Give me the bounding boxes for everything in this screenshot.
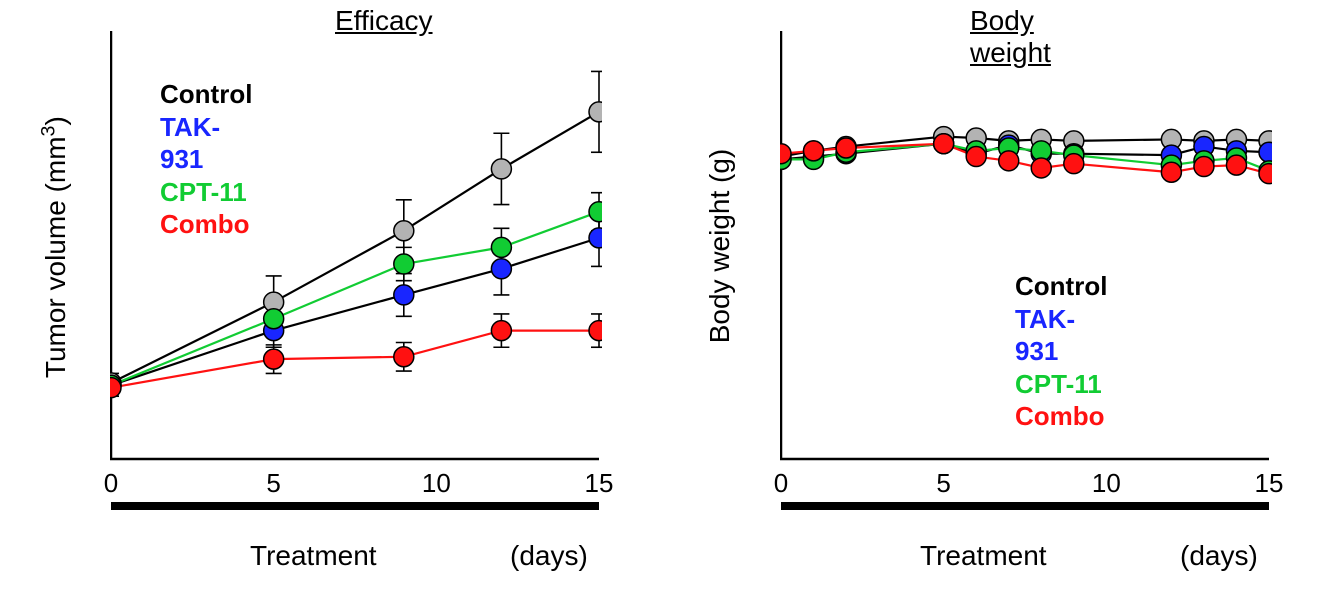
efficacy-xtick: 0 [96,468,126,499]
efficacy-days-label: (days) [510,540,588,572]
legend-item-cpt11: CPT-11 [1015,368,1107,401]
figure-root: Efficacy Tumor volume (mm3) 0300600900 0… [0,0,1328,607]
efficacy-treatment-bar [111,502,599,510]
efficacy-xtick: 5 [259,468,289,499]
efficacy-xtick: 15 [584,468,614,499]
legend-item-combo: Combo [1015,400,1107,433]
legend-item-control: Control [1015,270,1107,303]
bodyweight-treatment-bar [781,502,1269,510]
bodyweight-legend: ControlTAK-931CPT-11Combo [1015,270,1107,433]
legend-item-tak931: TAK-931 [160,111,252,176]
bodyweight-xtick: 5 [929,468,959,499]
legend-item-cpt11: CPT-11 [160,176,252,209]
efficacy-xtick: 10 [421,468,451,499]
bodyweight-xtick: 10 [1091,468,1121,499]
bodyweight-days-label: (days) [1180,540,1258,572]
bodyweight-xtick: 15 [1254,468,1284,499]
efficacy-ylabel: Tumor volume (mm3) [38,97,72,397]
efficacy-ylabel-text: Tumor volume (mm3) [40,116,71,378]
legend-item-combo: Combo [160,208,252,241]
efficacy-xlabel: Treatment [250,540,377,572]
bodyweight-xtick: 0 [766,468,796,499]
bodyweight-xlabel: Treatment [920,540,1047,572]
legend-item-tak931: TAK-931 [1015,303,1107,368]
efficacy-legend: ControlTAK-931CPT-11Combo [160,78,252,241]
bodyweight-ylabel: Body weight (g) [704,116,736,376]
legend-item-control: Control [160,78,252,111]
